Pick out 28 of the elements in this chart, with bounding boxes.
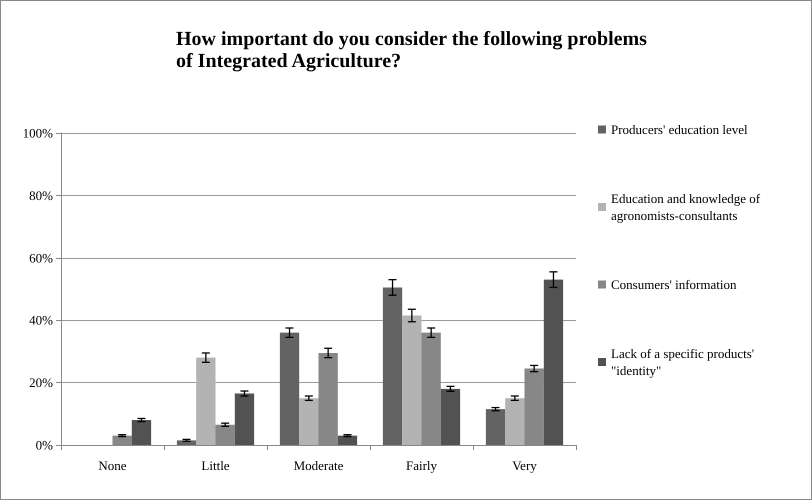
chart-title: How important do you consider the following problems of Integrated Agriculture?: [176, 28, 652, 72]
bar: [440, 388, 460, 445]
y-tick-label: 100%: [22, 126, 54, 140]
bar: [234, 394, 254, 445]
legend-label: Producers' education level: [611, 122, 748, 137]
bar: [280, 332, 300, 445]
y-tick-label: 40%: [29, 312, 54, 328]
x-tick-label: None: [98, 458, 127, 473]
x-tick-label: Fairly: [406, 458, 438, 473]
bar: [382, 287, 402, 445]
x-tick-label: Moderate: [294, 458, 344, 473]
bar: [299, 398, 318, 445]
bar: [486, 409, 506, 445]
bar: [505, 398, 524, 445]
y-tick-label: 0%: [36, 438, 54, 452]
y-tick-label: 20%: [29, 375, 54, 390]
x-tick-label: Very: [512, 458, 538, 473]
bar: [402, 316, 422, 445]
legend-label: Consumers' information: [611, 277, 737, 292]
y-tick-label: 60%: [29, 250, 54, 266]
y-tick-label: 80%: [29, 188, 54, 203]
bar: [196, 358, 216, 445]
legend-label: Education and knowledge of agronomists-consultants: [611, 191, 764, 223]
legend-label: Lack of a specific products' "identity": [611, 346, 758, 378]
bar: [132, 420, 152, 445]
bar: [338, 436, 358, 445]
x-tick-label: Little: [201, 458, 230, 473]
bar: [544, 280, 564, 445]
